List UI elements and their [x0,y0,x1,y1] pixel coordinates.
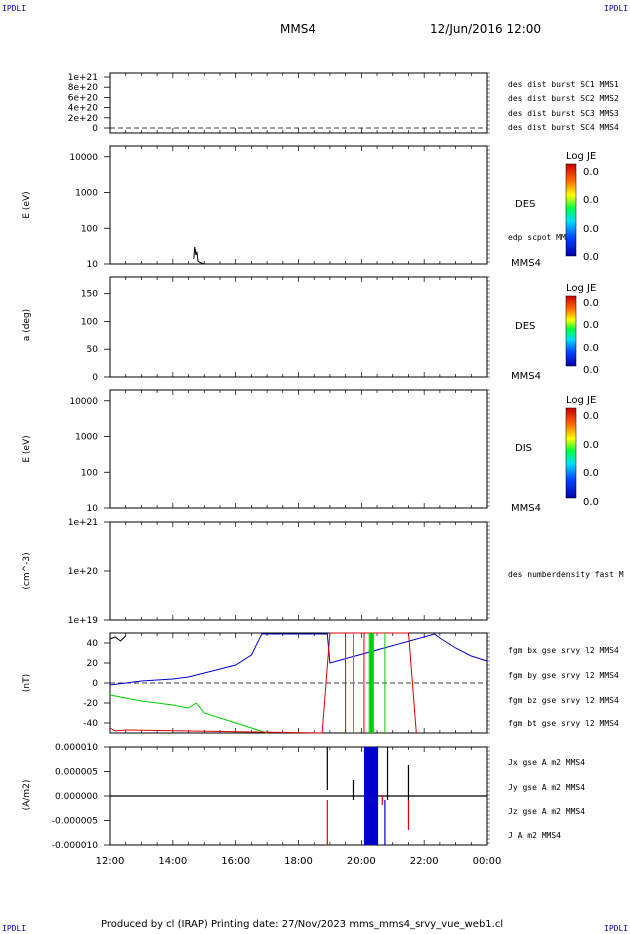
p4-side-label: DIS [515,443,532,454]
series-fgm-bz-gse-srvy-l2-MMS4 [109,633,488,686]
ytick-label-p2-2: 100 [81,224,98,234]
ytick-label-p4-2: 100 [81,468,98,478]
colorbar-2 [565,295,577,367]
p6-legend-by: fgm by gse srvy l2 MMS4 [508,671,619,680]
cbar1-v4: 0.0 [583,252,599,263]
ytick-label-p2-3: 10 [87,260,99,270]
ytick-label-p5-2: 1e+19 [68,616,99,626]
p4-bottom-label: MMS4 [511,503,541,514]
cbar3-v3: 0.0 [583,468,599,479]
p1-legend-1: des dist burst SC1 MMS1 [508,80,619,89]
ytick-label-p5-1: 1e+20 [68,567,99,577]
ytick-label-p1-3: 4e+20 [68,104,99,114]
ytick-label-p2-1: 1000 [75,189,98,199]
cbar3-v1: 0.0 [583,411,599,422]
ytick-label-p4-0: 10000 [69,397,98,407]
ytick-label-p6-4: -40 [83,719,98,729]
series-edp-scpot [193,246,205,265]
cbar2-v3: 0.0 [583,343,599,354]
p3-bottom-label: MMS4 [511,371,541,382]
corner-label-top-left: IPDLI [2,4,27,13]
ytick-label-p1-4: 2e+20 [68,114,99,124]
panel-frame-p4 [109,389,488,509]
cbar2-title: Log JE [566,283,597,294]
panel-frame-p1 [109,72,488,134]
ytick-label-p4-1: 1000 [75,433,98,443]
p5-note: des numberdensity fast M [508,570,624,579]
ytick-label-p7-4: -0.000010 [52,841,98,851]
xtick-label-4: 20:00 [347,856,376,867]
series-fgm-bx-gse-srvy-l2-MMS4 [109,632,417,734]
series-fgm-bt-gse-srvy-l2-MMS4 [109,635,127,642]
colorbar-1 [565,163,577,257]
p6-legend-bt: fgm bt gse srvy l2 MMS4 [508,719,619,728]
cbar1-title: Log JE [566,151,597,162]
p3-side-label: DES [515,321,536,332]
cbar3-v4: 0.0 [583,497,599,508]
panel-frame-p2 [109,145,488,265]
ytick-label-p3-1: 100 [81,317,98,327]
cbar3-v2: 0.0 [583,440,599,451]
cbar1-v3: 0.0 [583,224,599,235]
footer-credit: Produced by cl (IRAP) Printing date: 27/… [101,919,504,930]
series-fgm-by-gse-srvy-l2-MMS4 [109,694,268,734]
ytick-label-p7-3: -0.000005 [52,817,98,827]
ytick-label-p6-3: -20 [83,699,98,709]
p2-note: edp scpot MMS4 [508,233,576,242]
ytick-label-p6-1: 20 [87,659,99,669]
p1-legend-3: des dist burst SC3 MMS3 [508,109,619,118]
ytick-label-p7-0: 0.000010 [55,743,98,753]
ytick-label-p7-1: 0.000005 [55,768,98,778]
ytick-label-p5-0: 1e+21 [68,518,98,528]
ytick-label-p3-3: 0 [92,373,98,383]
panel-frame-p3 [109,276,488,378]
p2-side-label: DES [515,199,536,210]
ytick-label-p1-5: 0 [92,124,98,134]
xtick-label-0: 12:00 [96,856,125,867]
ytick-label-p3-2: 50 [87,345,99,355]
xtick-label-1: 14:00 [158,856,187,867]
p1-legend-4: des dist burst SC4 MMS4 [508,123,619,132]
cbar2-v4: 0.0 [583,365,599,376]
corner-label-top-right: IPDLI [604,4,629,13]
plot-datetime: 12/Jun/2016 12:00 [430,22,542,36]
plot-title: MMS4 [280,22,316,36]
ytick-label-p2-0: 10000 [69,153,98,163]
xtick-label-5: 22:00 [410,856,439,867]
p6-legend-bz: fgm bz gse srvy l2 MMS4 [508,696,619,705]
xtick-label-3: 18:00 [284,856,313,867]
ytick-label-p3-0: 150 [81,290,98,300]
p1-legend-2: des dist burst SC2 MMS2 [508,94,619,103]
colorbar-3 [565,407,577,499]
ytick-label-p1-2: 6e+20 [68,93,99,103]
cbar1-v1: 0.0 [583,167,599,178]
p7-legend-jx: Jx gse A m2 MMS4 [508,758,586,767]
ytick-label-p4-3: 10 [87,504,99,514]
cbar2-v2: 0.0 [583,320,599,331]
p2-bottom-label: MMS4 [511,258,541,269]
cbar1-v2: 0.0 [583,195,599,206]
p6-legend-bx: fgm bx gse srvy l2 MMS4 [508,646,619,655]
p7-legend-jz: Jz gse A m2 MMS4 [508,807,586,816]
corner-label-bottom-left: IPDLI [2,924,27,933]
ytick-label-p1-0: 1e+21 [68,73,98,83]
p7-legend-j: J A m2 MMS4 [508,831,561,840]
p7-blue-block [363,747,379,845]
ytick-label-p7-2: 0.000000 [55,792,98,802]
ytick-label-p6-0: 40 [87,639,99,649]
ytick-label-p6-2: 0 [92,679,98,689]
panel-frame-p5 [109,521,488,621]
ytick-label-p1-1: 8e+20 [68,83,99,93]
xtick-label-6: 00:00 [473,856,502,867]
cbar2-v1: 0.0 [583,298,599,309]
cbar3-title: Log JE [566,395,597,406]
xtick-label-2: 16:00 [221,856,250,867]
p7-legend-jy: Jy gse A m2 MMS4 [508,783,586,792]
corner-label-bottom-right: IPDLI [604,924,629,933]
